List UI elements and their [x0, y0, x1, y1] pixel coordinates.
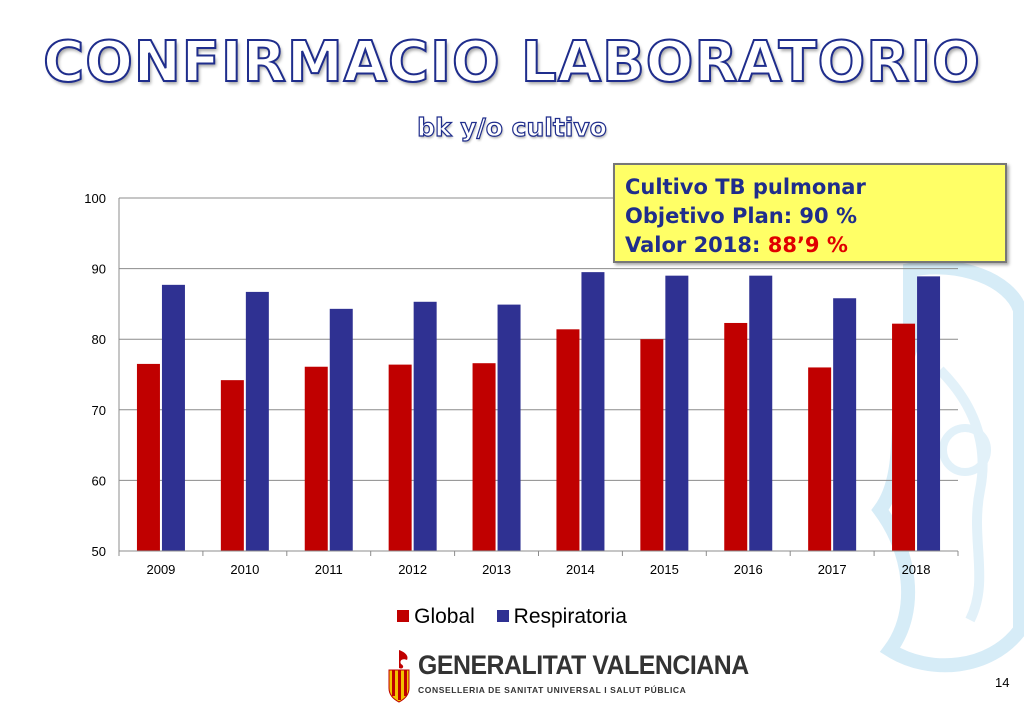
- logo-subtitle: CONSELLERIA DE SANITAT UNIVERSAL I SALUT…: [418, 685, 687, 695]
- x-tick-label: 2009: [146, 562, 175, 577]
- bar-respiratoria-2017: [833, 298, 857, 551]
- bar-respiratoria-2015: [665, 275, 689, 551]
- generalitat-emblem-icon: [388, 650, 410, 703]
- bar-global-2018: [892, 323, 916, 551]
- x-tick-label: 2012: [398, 562, 427, 577]
- note-2018-value: 88’9 %: [767, 233, 848, 257]
- logo-name: GENERALITAT VALENCIANA: [418, 650, 749, 680]
- chart-legend: Global Respiratoria: [0, 605, 1024, 629]
- note-line-2: Objetivo Plan: 90 %: [625, 202, 995, 231]
- note-objective-value: 90 %: [799, 204, 857, 228]
- legend-label-global: Global: [414, 605, 475, 628]
- y-tick-label: 50: [92, 544, 106, 559]
- legend-item-respiratoria: Respiratoria: [496, 605, 627, 629]
- x-tick-label: 2016: [734, 562, 763, 577]
- page-number: 14: [995, 675, 1010, 690]
- note-2018-label: Valor 2018:: [625, 233, 761, 257]
- bar-respiratoria-2013: [497, 304, 521, 551]
- y-tick-label: 90: [92, 262, 106, 277]
- y-tick-label: 100: [84, 191, 106, 206]
- x-tick-label: 2014: [566, 562, 595, 577]
- bar-global-2016: [724, 322, 748, 551]
- bar-global-2009: [136, 363, 160, 551]
- bar-respiratoria-2011: [329, 308, 353, 551]
- bar-respiratoria-2018: [917, 276, 941, 551]
- legend-swatch-global: [397, 610, 410, 622]
- y-tick-label: 70: [92, 403, 106, 418]
- x-tick-label: 2010: [230, 562, 259, 577]
- legend-swatch-respiratoria: [496, 610, 509, 622]
- bar-global-2012: [388, 364, 412, 551]
- bar-global-2014: [556, 329, 580, 551]
- note-line-1: Cultivo TB pulmonar: [625, 175, 866, 199]
- bar-respiratoria-2012: [413, 301, 437, 551]
- bar-respiratoria-2016: [749, 275, 773, 551]
- bar-respiratoria-2009: [161, 284, 185, 551]
- x-tick-label: 2013: [482, 562, 511, 577]
- target-note-box: Cultivo TB pulmonar Objetivo Plan: 90 % …: [613, 163, 1007, 263]
- y-tick-label: 80: [92, 332, 106, 347]
- legend-item-global: Global: [397, 605, 475, 629]
- bar-global-2015: [640, 339, 664, 551]
- legend-label-respiratoria: Respiratoria: [513, 605, 627, 628]
- note-objective-label: Objetivo Plan:: [625, 204, 793, 228]
- bar-global-2010: [220, 380, 244, 551]
- slide-subtitle: bk y/o cultivo: [417, 112, 608, 142]
- slide-title: CONFIRMACIO LABORATORIO: [42, 29, 981, 96]
- x-tick-label: 2018: [902, 562, 931, 577]
- bar-respiratoria-2014: [581, 272, 605, 551]
- bar-global-2011: [304, 366, 328, 551]
- y-tick-label: 60: [92, 473, 106, 488]
- x-tick-label: 2015: [650, 562, 679, 577]
- x-tick-label: 2011: [315, 562, 343, 577]
- bar-global-2017: [808, 367, 832, 551]
- generalitat-logo: GENERALITAT VALENCIANA CONSELLERIA DE SA…: [385, 648, 749, 703]
- note-line-3: Valor 2018: 88’9 %: [625, 231, 995, 260]
- x-tick-label: 2017: [818, 562, 847, 577]
- bar-respiratoria-2010: [245, 291, 269, 551]
- bar-global-2013: [472, 363, 496, 551]
